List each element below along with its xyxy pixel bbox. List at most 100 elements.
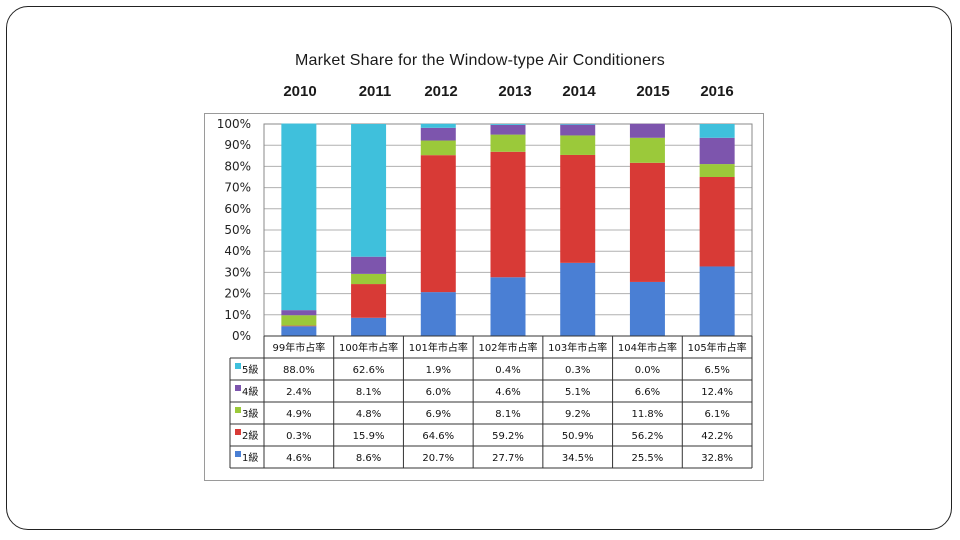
data-label: 27.7% xyxy=(492,453,524,464)
bar-segment xyxy=(420,140,456,156)
category-label: 104年市占率 xyxy=(618,341,677,354)
year-label-2015: 2015 xyxy=(636,83,670,100)
bar-segment xyxy=(490,277,526,336)
legend-swatch xyxy=(235,363,241,369)
data-label: 11.8% xyxy=(632,409,664,420)
bar-segment xyxy=(560,135,596,155)
data-label: 32.8% xyxy=(701,453,733,464)
bar-segment xyxy=(699,177,735,267)
data-label: 0.0% xyxy=(635,365,660,376)
category-label: 102年市占率 xyxy=(478,341,537,354)
bar-segment xyxy=(351,317,387,336)
category-label: 101年市占率 xyxy=(409,341,468,354)
bar-segment xyxy=(629,137,665,163)
year-label-2013: 2013 xyxy=(498,83,532,100)
bar-segment xyxy=(560,154,596,263)
legend-swatch xyxy=(235,407,241,413)
y-tick-label: 10% xyxy=(224,308,251,322)
bar-segment xyxy=(281,315,317,326)
data-label: 25.5% xyxy=(632,453,664,464)
bar-segment xyxy=(560,262,596,336)
legend-label: 4級 xyxy=(242,385,258,398)
bar-segment xyxy=(420,155,456,293)
data-label: 5.1% xyxy=(565,387,590,398)
category-label: 103年市占率 xyxy=(548,341,607,354)
y-tick-label: 40% xyxy=(224,244,251,258)
data-label: 4.8% xyxy=(356,409,381,420)
bar-segment xyxy=(629,123,665,138)
year-label-2012: 2012 xyxy=(424,83,458,100)
bar-segment xyxy=(629,162,665,282)
y-tick-label: 60% xyxy=(224,202,251,216)
data-label: 62.6% xyxy=(353,365,385,376)
bar-segment xyxy=(281,310,317,316)
data-label: 56.2% xyxy=(632,431,664,442)
data-label: 6.1% xyxy=(704,409,729,420)
bar-segment xyxy=(351,124,387,257)
data-label: 8.1% xyxy=(356,387,381,398)
year-label-2014: 2014 xyxy=(562,83,596,100)
y-tick-label: 90% xyxy=(224,138,251,152)
data-label: 4.9% xyxy=(286,409,311,420)
y-tick-label: 50% xyxy=(224,223,251,237)
year-label-2011: 2011 xyxy=(358,83,392,100)
legend-swatch xyxy=(235,385,241,391)
bar-segment xyxy=(420,123,456,128)
bar-segment xyxy=(560,124,596,125)
bar-segment xyxy=(490,134,526,152)
bar-segment xyxy=(629,281,665,336)
y-tick-label: 70% xyxy=(224,181,251,195)
data-label: 0.3% xyxy=(565,365,590,376)
data-label: 59.2% xyxy=(492,431,524,442)
y-tick-label: 0% xyxy=(232,329,251,343)
category-label: 99年市占率 xyxy=(272,341,325,354)
bar-segment xyxy=(699,124,735,138)
legend-label: 5級 xyxy=(242,363,258,376)
bar-segment xyxy=(699,266,735,336)
bar-segment xyxy=(560,124,596,136)
data-label: 0.4% xyxy=(495,365,520,376)
data-label: 2.4% xyxy=(286,387,311,398)
data-label: 0.3% xyxy=(286,431,311,442)
y-tick-label: 100% xyxy=(217,117,251,131)
data-label: 15.9% xyxy=(353,431,385,442)
data-label: 42.2% xyxy=(701,431,733,442)
chart-title: Market Share for the Window-type Air Con… xyxy=(295,52,665,69)
data-label: 88.0% xyxy=(283,365,315,376)
data-label: 12.4% xyxy=(701,387,733,398)
legend-swatch xyxy=(235,451,241,457)
bar-segment xyxy=(490,124,526,125)
data-label: 4.6% xyxy=(495,387,520,398)
data-label: 34.5% xyxy=(562,453,594,464)
data-label: 9.2% xyxy=(565,409,590,420)
legend-label: 3級 xyxy=(242,407,258,420)
year-label-2010: 2010 xyxy=(283,83,317,100)
bar-segment xyxy=(699,137,735,165)
bar-segment xyxy=(420,292,456,336)
data-label: 64.6% xyxy=(422,431,454,442)
data-label: 8.6% xyxy=(356,453,381,464)
bar-segment xyxy=(351,284,387,318)
legend-label: 1級 xyxy=(242,451,258,464)
y-tick-label: 80% xyxy=(224,159,251,173)
bar-segment xyxy=(490,124,526,135)
bar-segment xyxy=(351,273,387,285)
bar-segment xyxy=(281,326,317,336)
data-label: 6.5% xyxy=(704,365,729,376)
data-label: 8.1% xyxy=(495,409,520,420)
legend-swatch xyxy=(235,429,241,435)
bar-segment xyxy=(351,256,387,274)
data-label: 1.9% xyxy=(426,365,451,376)
y-tick-label: 30% xyxy=(224,265,251,279)
data-label: 6.6% xyxy=(635,387,660,398)
bar-segment xyxy=(281,123,317,311)
data-label: 6.0% xyxy=(426,387,451,398)
data-label: 20.7% xyxy=(422,453,454,464)
year-label-2016: 2016 xyxy=(700,83,734,100)
data-label: 4.6% xyxy=(286,453,311,464)
bar-segment xyxy=(699,164,735,177)
bar-segment xyxy=(490,151,526,278)
category-label: 105年市占率 xyxy=(688,341,747,354)
y-tick-label: 20% xyxy=(224,287,251,301)
